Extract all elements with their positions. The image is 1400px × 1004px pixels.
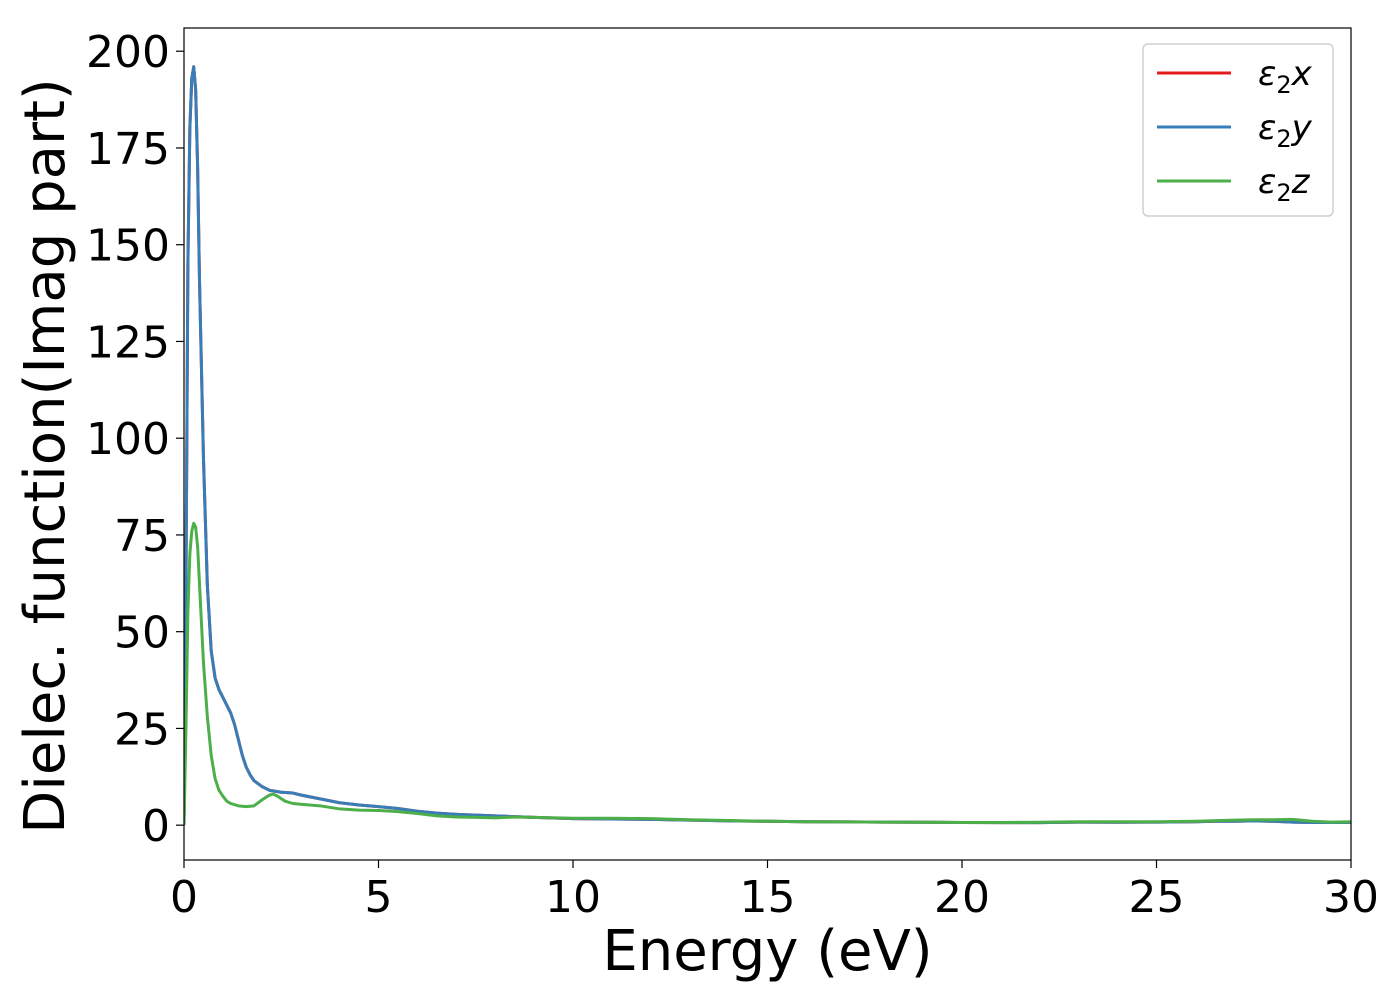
y-tick-label: 125 (86, 317, 170, 368)
y-axis-label: Dielec. function(Imag part) (13, 78, 78, 834)
legend-label-subscript: 2 (1276, 71, 1291, 99)
y-tick-label: 150 (86, 221, 170, 272)
legend-label: ε2z (1258, 162, 1311, 207)
x-tick-label: 30 (1323, 872, 1379, 923)
y-tick-label: 200 (86, 27, 170, 78)
y-axis-ticks: 0 25 50 75 100 125 150 175 200 (86, 27, 184, 852)
x-tick-label: 5 (365, 872, 393, 923)
y-tick-label: 0 (142, 801, 170, 852)
legend-label-subscript: 2 (1276, 179, 1291, 207)
legend-label-variable: y (1291, 108, 1313, 148)
series-layer (184, 65, 1351, 826)
legend-item-y: ε2y (1157, 108, 1313, 153)
legend-item-z: ε2z (1157, 162, 1311, 207)
legend-label-base: ε (1258, 54, 1276, 94)
legend-label: ε2y (1258, 108, 1313, 153)
y-tick-label: 175 (86, 124, 170, 175)
x-tick-label: 20 (934, 872, 990, 923)
x-tick-label: 15 (740, 872, 796, 923)
legend-label-variable: x (1291, 54, 1313, 94)
x-tick-label: 10 (545, 872, 601, 923)
legend-label-variable: z (1291, 162, 1311, 202)
legend-label-subscript: 2 (1276, 125, 1291, 153)
legend-label-base: ε (1258, 108, 1276, 148)
series-line-z (184, 521, 1351, 826)
legend-label: ε2x (1258, 54, 1313, 99)
legend-box (1142, 43, 1334, 217)
x-tick-label: 25 (1129, 872, 1185, 923)
y-tick-label: 100 (86, 414, 170, 465)
y-tick-label: 50 (114, 608, 170, 659)
x-axis-label: Energy (eV) (602, 919, 932, 984)
y-tick-label: 25 (114, 704, 170, 755)
x-axis-ticks: 0 5 10 15 20 25 30 (170, 860, 1379, 923)
x-tick-label: 0 (170, 872, 198, 923)
legend-label-base: ε (1258, 162, 1276, 202)
legend-item-x: ε2x (1157, 54, 1313, 99)
y-tick-label: 75 (114, 511, 170, 562)
